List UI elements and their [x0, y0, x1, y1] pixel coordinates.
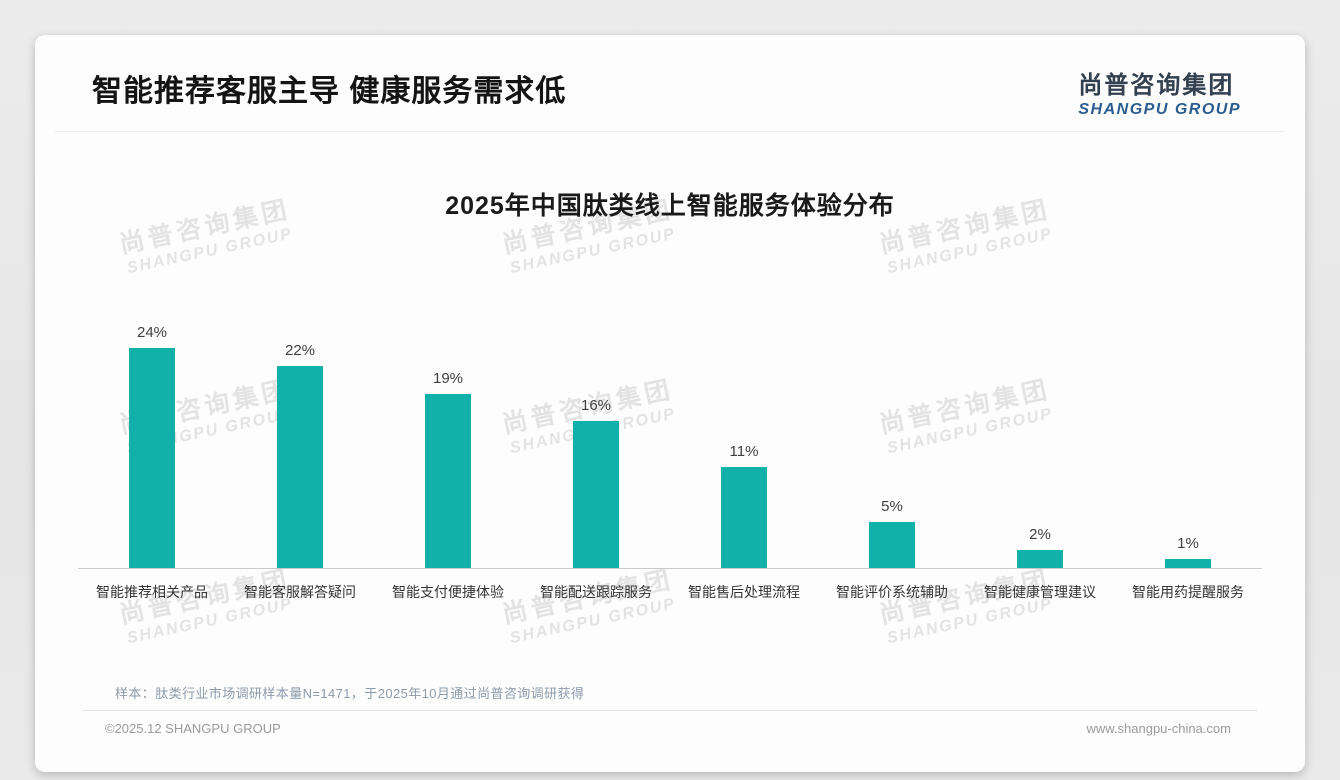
website-link[interactable]: www.shangpu-china.com: [1086, 721, 1231, 736]
bar: [425, 393, 471, 568]
category-label: 智能客服解答疑问: [244, 583, 356, 600]
logo-english-text: SHANGPU GROUP: [1078, 101, 1241, 119]
header: 智能推荐客服主导 健康服务需求低 尚普咨询集团 SHANGPU GROUP: [35, 35, 1305, 119]
bar-value-label: 1%: [1177, 534, 1199, 552]
copyright-text: ©2025.12 SHANGPU GROUP: [105, 721, 281, 736]
bar-value-label: 22%: [284, 341, 316, 359]
company-logo: 尚普咨询集团 SHANGPU GROUP: [1078, 72, 1241, 119]
bar-column: 1%: [1114, 535, 1262, 568]
bar-value-label: 2%: [1029, 525, 1051, 543]
plot-area: 24% 22% 19% 16% 11% 5% 2% 1%: [78, 222, 1262, 569]
category-label: 智能支付便捷体验: [392, 583, 504, 600]
bar-column: 16%: [522, 397, 670, 568]
bar-column: 5%: [818, 498, 966, 568]
bar: [869, 521, 915, 568]
bar-value-label: 16%: [580, 396, 612, 414]
category-label: 智能配送跟踪服务: [540, 583, 652, 600]
chart-title: 2025年中国肽类线上智能服务体验分布: [445, 191, 895, 220]
category-label: 智能用药提醒服务: [1132, 583, 1244, 600]
bar-value-label: 5%: [881, 497, 903, 515]
bar-value-label: 24%: [136, 323, 168, 341]
page-title: 智能推荐客服主导 健康服务需求低: [92, 75, 567, 108]
category-label: 智能推荐相关产品: [96, 583, 208, 600]
slide-card: 尚普咨询集团 SHANGPU GROUP 尚普咨询集团 SHANGPU GROUP 尚普…: [35, 35, 1305, 772]
bar-column: 19%: [374, 370, 522, 568]
bar: [1165, 558, 1211, 568]
bar: [129, 347, 175, 568]
bar: [721, 466, 767, 568]
sample-note: 样本：肽类行业市场调研样本量N=1471，于2025年10月通过尚普咨询调研获得: [115, 686, 585, 701]
footer: ©2025.12 SHANGPU GROUP www.shangpu-china…: [83, 710, 1257, 736]
header-divider: [55, 130, 1285, 132]
category-label: 智能健康管理建议: [984, 583, 1096, 600]
bar: [277, 365, 323, 568]
bar-column: 24%: [78, 324, 226, 568]
bar: [1017, 549, 1063, 568]
bar: [573, 420, 619, 568]
logo-chinese-text: 尚普咨询集团: [1078, 72, 1235, 99]
category-label: 智能售后处理流程: [688, 583, 800, 600]
bar-value-label: 19%: [432, 369, 464, 387]
category-label: 智能评价系统辅助: [836, 583, 948, 600]
bar-column: 22%: [226, 342, 374, 568]
category-row: 智能推荐相关产品 智能客服解答疑问 智能支付便捷体验 智能配送跟踪服务 智能售后处理流程…: [78, 569, 1262, 602]
bar-value-label: 11%: [729, 442, 759, 460]
bar-column: 11%: [670, 443, 818, 568]
bar-column: 2%: [966, 526, 1114, 568]
